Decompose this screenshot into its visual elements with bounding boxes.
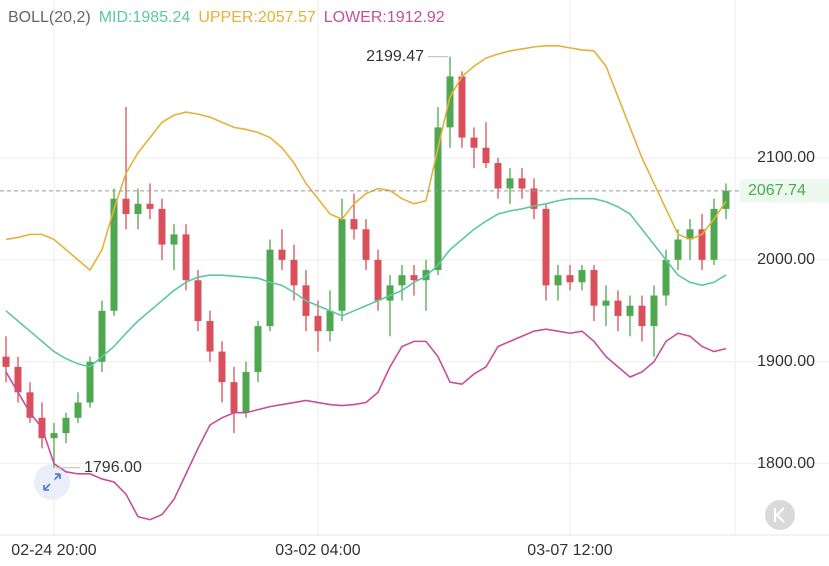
candle-body bbox=[194, 280, 202, 321]
indicator-label: BOLL(20,2) bbox=[8, 9, 91, 26]
candle-body bbox=[518, 178, 526, 189]
expand-icon bbox=[43, 473, 61, 491]
candle-body bbox=[530, 188, 538, 209]
back-icon bbox=[773, 507, 785, 523]
max-label: 2199.47 bbox=[366, 48, 424, 65]
candle-body bbox=[650, 295, 658, 327]
candle-body bbox=[482, 147, 490, 164]
candle-body bbox=[602, 300, 610, 306]
candle-body bbox=[182, 234, 190, 281]
candle-body bbox=[266, 249, 274, 327]
candle-body bbox=[578, 270, 586, 283]
candle-body bbox=[242, 371, 250, 413]
candle-body bbox=[62, 417, 70, 434]
min-label: 1796.00 bbox=[84, 459, 142, 476]
candle-body bbox=[470, 137, 478, 148]
candle-body bbox=[374, 259, 382, 301]
candle-body bbox=[50, 433, 58, 439]
legend-entry: MID:1985.24 bbox=[99, 9, 191, 26]
y-tick-label: 2100.00 bbox=[757, 149, 815, 166]
candle-body bbox=[674, 239, 682, 260]
back-button[interactable] bbox=[765, 500, 795, 530]
candle-body bbox=[290, 259, 298, 286]
candle-body bbox=[2, 356, 10, 367]
candle-body bbox=[398, 275, 406, 286]
candle-body bbox=[722, 190, 730, 209]
candle-body bbox=[170, 234, 178, 245]
candle-body bbox=[146, 203, 154, 209]
candle-body bbox=[566, 275, 574, 283]
x-tick-label: 03-02 04:00 bbox=[275, 542, 361, 559]
candle-body bbox=[446, 76, 454, 128]
candle-body bbox=[122, 198, 130, 214]
y-tick-label: 1800.00 bbox=[757, 455, 815, 472]
x-tick-label: 02-24 20:00 bbox=[11, 542, 97, 559]
last-price-box bbox=[740, 178, 829, 203]
candle-body bbox=[26, 392, 34, 418]
candle-body bbox=[638, 305, 646, 327]
candle-body bbox=[110, 198, 118, 311]
candle-body bbox=[350, 219, 358, 230]
expand-button[interactable] bbox=[34, 464, 70, 500]
candle-body bbox=[710, 208, 718, 260]
candle-body bbox=[614, 300, 622, 316]
candle-body bbox=[434, 127, 442, 271]
candle-body bbox=[494, 163, 502, 189]
y-tick-label: 1900.00 bbox=[757, 353, 815, 370]
candle-body bbox=[686, 229, 694, 240]
x-tick-label: 03-07 12:00 bbox=[527, 542, 613, 559]
band-line bbox=[5, 197, 727, 368]
candle-body bbox=[254, 326, 262, 372]
candle-body bbox=[218, 351, 226, 383]
candle-body bbox=[86, 361, 94, 403]
candle-body bbox=[626, 305, 634, 316]
candle-body bbox=[134, 203, 142, 214]
legend-entry: UPPER:2057.57 bbox=[198, 9, 316, 26]
candle-body bbox=[458, 76, 466, 138]
candle-body bbox=[314, 315, 322, 332]
candle-body bbox=[410, 275, 418, 281]
legend: BOLL(20,2) MID:1985.24 UPPER:2057.57 LOWER… bbox=[8, 9, 445, 26]
band-line bbox=[5, 45, 727, 272]
candle-body bbox=[98, 310, 106, 362]
candle-body bbox=[506, 178, 514, 189]
candle-body bbox=[554, 275, 562, 286]
candle-body bbox=[326, 310, 334, 332]
candle-body bbox=[206, 321, 214, 352]
last-price-label: 2067.74 bbox=[748, 182, 806, 199]
candle-body bbox=[386, 285, 394, 301]
candle-body bbox=[278, 249, 286, 260]
candle-body bbox=[662, 259, 670, 296]
candle-body bbox=[230, 382, 238, 413]
legend-entry: LOWER:1912.92 bbox=[324, 9, 445, 26]
candle-body bbox=[158, 208, 166, 245]
candle-body bbox=[338, 219, 346, 311]
candle-body bbox=[698, 229, 706, 260]
candle-body bbox=[542, 208, 550, 286]
y-tick-label: 2000.00 bbox=[757, 251, 815, 268]
band-line bbox=[5, 328, 727, 521]
candle-body bbox=[14, 366, 22, 393]
candle-body bbox=[590, 270, 598, 306]
candle-body bbox=[74, 402, 82, 418]
candle-body bbox=[362, 229, 370, 260]
